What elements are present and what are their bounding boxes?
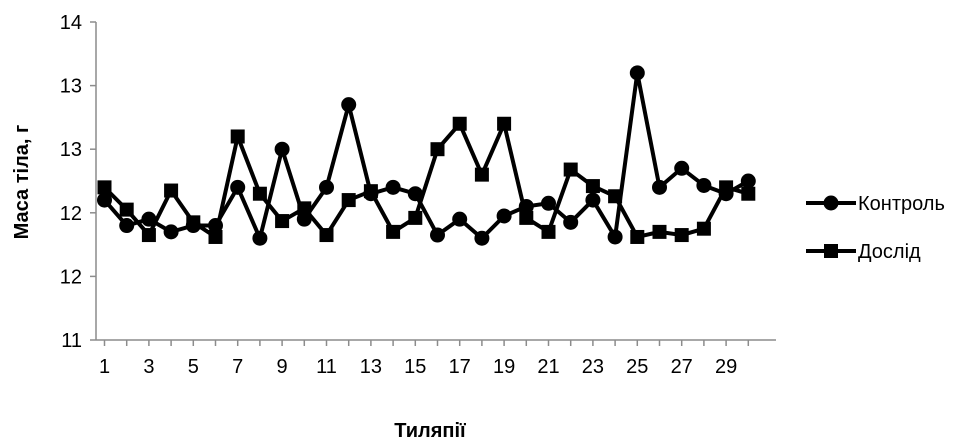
x-axis-title: Тиляпії bbox=[394, 420, 466, 441]
x-tick-label: 1 bbox=[99, 356, 110, 378]
data-point-experiment bbox=[474, 167, 489, 182]
data-point-experiment bbox=[719, 180, 734, 195]
data-point-experiment bbox=[674, 228, 689, 243]
y-axis-ticks: 11 12 12 13 13 14 bbox=[60, 12, 96, 352]
x-tick-label: 9 bbox=[277, 356, 288, 378]
legend: Контроль Дослід bbox=[806, 193, 945, 263]
y-tick-label: 12 bbox=[60, 266, 82, 288]
x-tick-label: 15 bbox=[404, 356, 426, 378]
data-point-experiment bbox=[452, 116, 467, 131]
data-point-experiment bbox=[585, 179, 600, 194]
data-point-control bbox=[341, 97, 357, 113]
data-point-control bbox=[496, 208, 512, 224]
data-point-experiment bbox=[319, 228, 334, 243]
data-point-experiment bbox=[696, 221, 711, 236]
y-tick-label: 11 bbox=[61, 330, 82, 352]
x-tick-label: 25 bbox=[626, 356, 648, 378]
data-point-experiment bbox=[186, 215, 201, 230]
data-point-experiment bbox=[230, 129, 245, 144]
legend-label-experiment: Дослід bbox=[858, 241, 921, 263]
x-tick-label: 27 bbox=[671, 356, 693, 378]
data-point-experiment bbox=[297, 201, 312, 216]
data-point-experiment bbox=[119, 202, 134, 217]
y-tick-label: 12 bbox=[60, 203, 82, 225]
x-tick-label: 29 bbox=[715, 356, 737, 378]
data-point-experiment bbox=[741, 186, 756, 201]
data-point-experiment bbox=[519, 210, 534, 225]
data-point-experiment bbox=[430, 142, 445, 157]
legend-marker-control bbox=[823, 195, 839, 211]
data-point-control bbox=[563, 214, 579, 230]
data-point-control bbox=[163, 224, 179, 240]
x-tick-label: 21 bbox=[537, 356, 559, 378]
data-point-experiment bbox=[164, 183, 179, 198]
y-tick-label: 13 bbox=[60, 76, 82, 98]
data-point-experiment bbox=[97, 180, 112, 195]
data-point-experiment bbox=[652, 224, 667, 239]
y-axis-title: Маса тіла, г bbox=[11, 125, 33, 240]
series-line-control bbox=[102, 70, 750, 241]
data-point-control bbox=[230, 179, 246, 195]
data-point-control bbox=[541, 195, 556, 211]
data-point-experiment bbox=[208, 229, 223, 244]
data-point-control bbox=[474, 230, 490, 246]
data-point-experiment bbox=[275, 214, 290, 229]
data-point-control bbox=[119, 218, 135, 234]
data-point-control bbox=[585, 192, 601, 208]
y-tick-label: 13 bbox=[60, 139, 82, 161]
data-point-control bbox=[696, 177, 712, 193]
data-point-control bbox=[319, 179, 334, 195]
axes bbox=[95, 22, 776, 341]
data-point-experiment bbox=[608, 189, 623, 204]
data-point-experiment bbox=[252, 186, 267, 201]
data-point-control bbox=[97, 192, 112, 208]
series-group bbox=[97, 65, 756, 246]
legend-marker-experiment bbox=[824, 244, 838, 258]
data-point-control bbox=[452, 211, 468, 227]
legend-item-experiment: Дослід bbox=[806, 241, 921, 263]
x-axis-ticks: 1 3 5 7 9 11 13 15 17 19 21 23 25 27 29 bbox=[99, 340, 750, 378]
data-point-experiment bbox=[141, 228, 156, 243]
data-point-control bbox=[430, 227, 445, 243]
data-point-experiment bbox=[541, 224, 556, 239]
data-point-control bbox=[607, 229, 623, 245]
data-point-control bbox=[652, 179, 667, 195]
data-point-control bbox=[141, 211, 157, 227]
x-tick-label: 7 bbox=[232, 356, 243, 378]
x-tick-label: 5 bbox=[188, 356, 199, 378]
data-point-experiment bbox=[630, 229, 645, 244]
data-point-control bbox=[385, 179, 401, 195]
data-point-control bbox=[740, 173, 756, 189]
data-point-control bbox=[252, 230, 268, 246]
x-tick-label: 17 bbox=[449, 356, 471, 378]
data-point-experiment bbox=[563, 162, 578, 177]
x-tick-label: 19 bbox=[493, 356, 515, 378]
data-point-experiment bbox=[363, 184, 378, 199]
y-tick-label: 14 bbox=[60, 12, 82, 34]
data-point-experiment bbox=[386, 224, 401, 239]
data-point-control bbox=[674, 160, 690, 176]
data-point-experiment bbox=[408, 210, 423, 225]
legend-item-control: Контроль bbox=[806, 193, 945, 215]
x-tick-label: 13 bbox=[360, 356, 382, 378]
data-point-experiment bbox=[497, 116, 512, 131]
data-point-control bbox=[629, 65, 645, 81]
series-experiment bbox=[97, 116, 756, 244]
data-point-experiment bbox=[341, 193, 356, 208]
data-point-control bbox=[407, 186, 423, 202]
legend-label-control: Контроль bbox=[858, 193, 945, 215]
x-tick-label: 11 bbox=[316, 356, 337, 378]
x-tick-label: 3 bbox=[143, 356, 154, 378]
data-point-control bbox=[274, 141, 290, 157]
x-tick-label: 23 bbox=[582, 356, 604, 378]
